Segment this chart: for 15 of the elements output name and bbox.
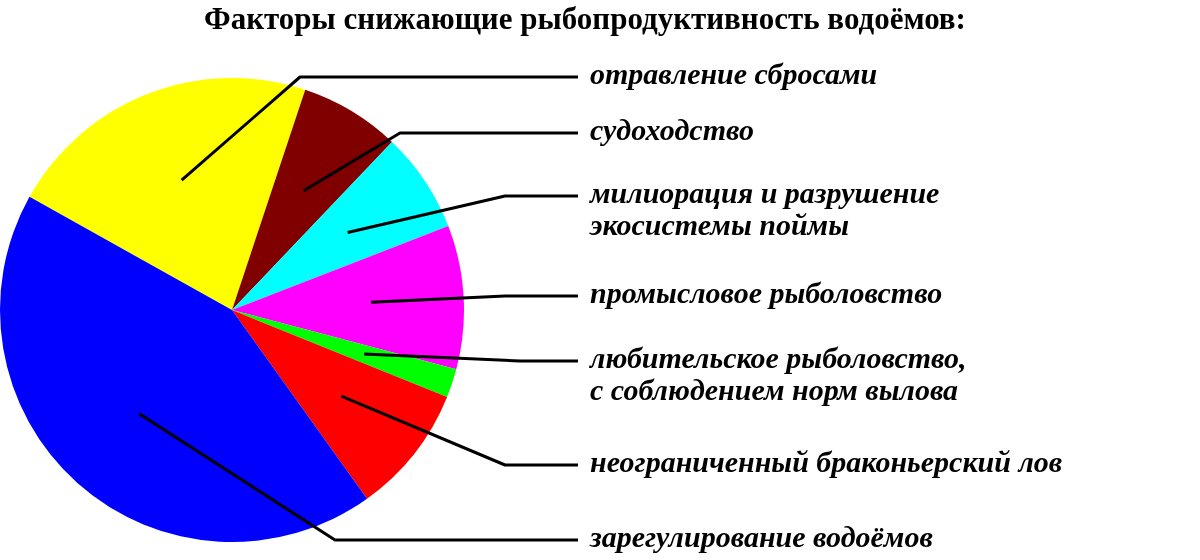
slice-label: неограниченный браконьерский лов [590,444,1063,478]
pie-slice [232,226,464,370]
pie-slice [232,310,457,397]
pie-slice [232,89,392,310]
pie-slice [0,196,368,542]
chart-title: Факторы снижающие рыбопродуктивность водоёмов: [204,1,966,37]
pie-slice [232,310,448,499]
pie-slice [29,78,306,310]
slice-label: отравление сбросами [590,56,878,90]
slice-label: любительское рыболовство, с соблюдением норм вылова [588,340,967,406]
slice-label: судоходство [590,112,755,146]
slice-label: промысловое рыболовство [590,275,943,309]
slice-label: милиорация и разрушение экосистемы поймы [588,175,940,241]
slice-label: зарегулирование водоёмов [589,519,933,553]
pie-slice [232,141,449,310]
